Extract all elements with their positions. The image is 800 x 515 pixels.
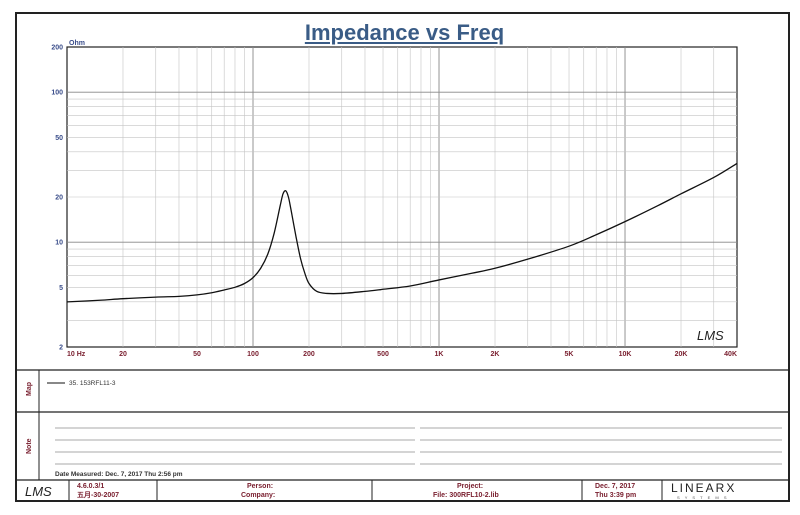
footer-version: 4.6.0.3/1 (77, 483, 104, 490)
footer-lms-logo: LMS (25, 484, 52, 499)
footer-file-label: File: 300RFL10-2.lib (433, 492, 499, 499)
y-tick-label: 200 (51, 45, 63, 52)
x-tick-label: 5K (565, 351, 574, 358)
y-tick-label: 10 (55, 240, 63, 247)
footer-brand: LINEARX (671, 481, 736, 495)
y-tick-label: 5 (59, 285, 63, 292)
lms-watermark: LMS (697, 328, 724, 343)
x-tick-label: 500 (377, 351, 389, 358)
x-tick-label: 10 Hz (67, 351, 86, 358)
y-tick-label: 20 (55, 195, 63, 202)
note-lines (55, 427, 782, 465)
x-tick-label: 100 (247, 351, 259, 358)
notes-section-label: Note (26, 438, 33, 454)
y-axis-label: Ohm (69, 40, 85, 47)
footer-company-label: Company: (241, 492, 275, 499)
footer-project-label: Project: (457, 483, 483, 490)
report-frame: Impedance vs Freq 10 Hz 20 50 100 200 500 1K 2K… (15, 12, 790, 502)
footer-version-date: 五月-30-2007 (77, 491, 119, 499)
legend-entry: 35. 153RFL11-3 (69, 380, 116, 387)
report-svg: 10 Hz 20 50 100 200 500 1K 2K 5K 10K 20K 40K 200 100… (17, 40, 788, 500)
y-tick-label: 50 (55, 135, 63, 142)
x-tick-label: 20K (675, 351, 688, 358)
date-measured: Date Measured: Dec. 7, 2017 Thu 2:56 pm (55, 471, 183, 478)
y-tick-label: 2 (59, 345, 63, 352)
grid (67, 47, 737, 347)
footer-time: Thu 3:39 pm (595, 492, 636, 499)
x-tick-label: 1K (435, 351, 444, 358)
x-tick-label: 2K (491, 351, 500, 358)
x-tick-label: 40K (724, 351, 737, 358)
y-tick-labels: 200 100 50 20 10 5 2 (51, 45, 63, 352)
footer-person-label: Person: (247, 483, 273, 490)
series-line (66, 162, 738, 303)
x-tick-label: 50 (193, 351, 201, 358)
legend-section-label: Map (26, 382, 33, 396)
x-tick-labels: 10 Hz 20 50 100 200 500 1K 2K 5K 10K 20K 40K (67, 351, 737, 358)
x-tick-label: 200 (303, 351, 315, 358)
series-group (66, 162, 738, 303)
footer-brand-sub: S Y S T E M S (677, 495, 729, 500)
x-tick-label: 10K (619, 351, 632, 358)
chart-title: Impedance vs Freq (304, 20, 505, 45)
y-tick-label: 100 (51, 90, 63, 97)
footer-date: Dec. 7, 2017 (595, 483, 635, 490)
x-tick-label: 20 (119, 351, 127, 358)
plot-area: 10 Hz 20 50 100 200 500 1K 2K 5K 10K 20K 40K 200 100… (51, 40, 738, 358)
